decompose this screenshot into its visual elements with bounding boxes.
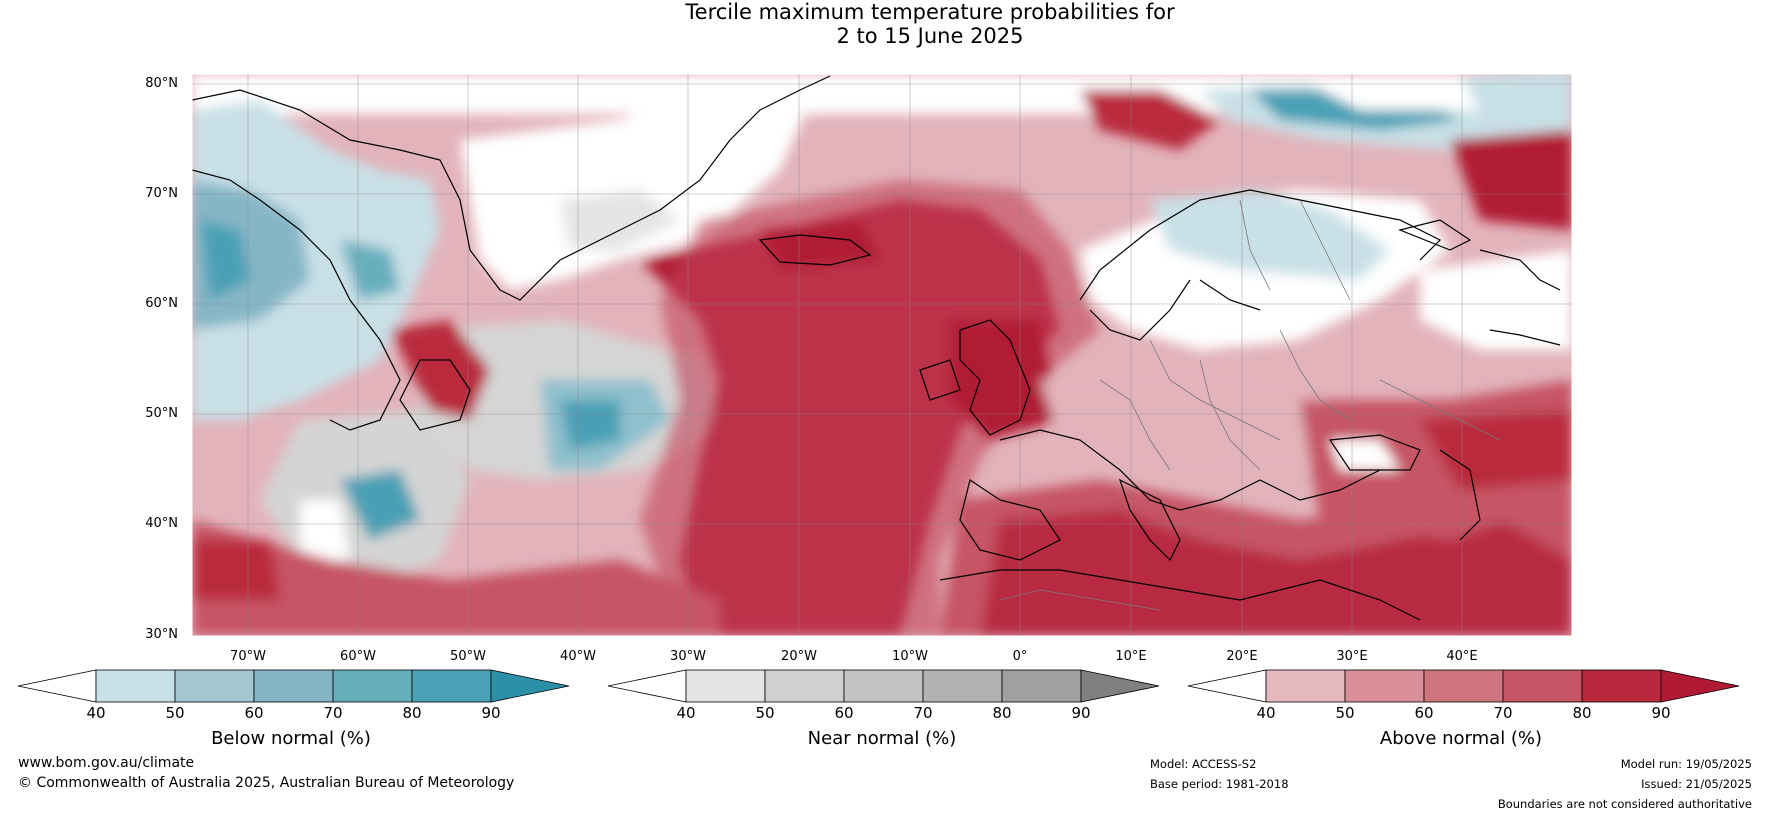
colorbar-below-segment xyxy=(95,669,176,703)
colorbar-above-tick: 60 xyxy=(1414,704,1434,722)
colorbar-above-tick: 80 xyxy=(1572,704,1592,722)
lon-label-10w: 10°W xyxy=(892,649,928,664)
colorbar-above-tick: 50 xyxy=(1335,704,1355,722)
lat-label-40n: 40°N xyxy=(145,516,178,531)
lat-label-80n: 80°N xyxy=(145,76,178,91)
colorbar-above-segment xyxy=(1423,669,1504,703)
colorbar-near-low-extend xyxy=(607,669,687,703)
colorbar-title-below: Below normal (%) xyxy=(211,728,371,749)
colorbar-above-segment xyxy=(1265,669,1346,703)
colorbar-near-tick: 90 xyxy=(1071,704,1091,722)
colorbar-below-segment xyxy=(332,669,413,703)
colorbar-near-tick: 60 xyxy=(834,704,854,722)
lon-label-40w: 40°W xyxy=(560,649,596,664)
country-borders xyxy=(999,199,1501,611)
lon-label-50w: 50°W xyxy=(450,649,486,664)
colorbar-near-high-extend xyxy=(1080,669,1160,703)
colorbar-below-tick: 40 xyxy=(86,704,106,722)
colorbar-near-segment xyxy=(922,669,1003,703)
colorbar-below-high-extend xyxy=(490,669,570,703)
footer-base-period: Base period: 1981-2018 xyxy=(1150,777,1289,791)
colorbar-below-tick: 90 xyxy=(481,704,501,722)
colorbar-near-segment xyxy=(843,669,924,703)
map-background xyxy=(192,74,1572,636)
colorbar-title-above: Above normal (%) xyxy=(1379,728,1543,749)
footer-copyright: © Commonwealth of Australia 2025, Austra… xyxy=(18,775,515,791)
lon-label-30e: 30°E xyxy=(1336,649,1368,664)
colorbar-above-tick: 70 xyxy=(1493,704,1513,722)
colorbar-below-segment xyxy=(174,669,255,703)
colorbar-near-tick: 40 xyxy=(676,704,696,722)
footer-model: Model: ACCESS-S2 xyxy=(1150,757,1257,771)
colorbar-below-tick: 70 xyxy=(323,704,343,722)
lon-label-40e: 40°E xyxy=(1446,649,1478,664)
colorbar-near-segment xyxy=(764,669,845,703)
colorbar-below-low-extend xyxy=(17,669,97,703)
lon-label-0: 0° xyxy=(1012,649,1028,664)
lat-label-60n: 60°N xyxy=(145,296,178,311)
colorbar-below-segment xyxy=(253,669,334,703)
colorbar-near-tick: 80 xyxy=(992,704,1012,722)
lon-label-60w: 60°W xyxy=(340,649,376,664)
colorbar-title-near: Near normal (%) xyxy=(807,728,957,749)
colorbar-above-high-extend xyxy=(1660,669,1740,703)
colorbar-above-tick: 90 xyxy=(1651,704,1671,722)
colorbar-near-tick: 50 xyxy=(755,704,775,722)
colorbar-near-segment xyxy=(1001,669,1082,703)
lat-label-30n: 30°N xyxy=(145,627,178,642)
colorbar-above-tick: 40 xyxy=(1256,704,1276,722)
footer-disclaimer: Boundaries are not considered authoritat… xyxy=(1497,797,1752,811)
chart-title: Tercile maximum temperature probabilitie… xyxy=(0,0,1770,48)
lat-label-50n: 50°N xyxy=(145,406,178,421)
lon-label-10e: 10°E xyxy=(1115,649,1147,664)
colorbar-above-segment xyxy=(1344,669,1425,703)
colorbar-near-segment xyxy=(685,669,766,703)
coastlines xyxy=(192,75,1561,621)
lon-label-20e: 20°E xyxy=(1226,649,1258,664)
title-line-1: Tercile maximum temperature probabilitie… xyxy=(685,0,1175,24)
colorbar-above-segment xyxy=(1581,669,1662,703)
lat-label-70n: 70°N xyxy=(145,186,178,201)
colorbar-below-segment xyxy=(411,669,492,703)
colorbar-above-segment xyxy=(1502,669,1583,703)
lon-label-20w: 20°W xyxy=(781,649,817,664)
colorbar-above-low-extend xyxy=(1187,669,1267,703)
footer-model-run: Model run: 19/05/2025 xyxy=(1620,757,1752,771)
lon-label-30w: 30°W xyxy=(670,649,706,664)
lon-label-70w: 70°W xyxy=(230,649,266,664)
colorbar-below-tick: 60 xyxy=(244,704,264,722)
footer-issued: Issued: 21/05/2025 xyxy=(1641,777,1752,791)
footer-site: www.bom.gov.au/climate xyxy=(18,755,195,771)
colorbar-near-tick: 70 xyxy=(913,704,933,722)
colorbar-below-tick: 50 xyxy=(165,704,185,722)
colorbar-below-tick: 80 xyxy=(402,704,422,722)
title-line-2: 2 to 15 June 2025 xyxy=(836,24,1024,48)
